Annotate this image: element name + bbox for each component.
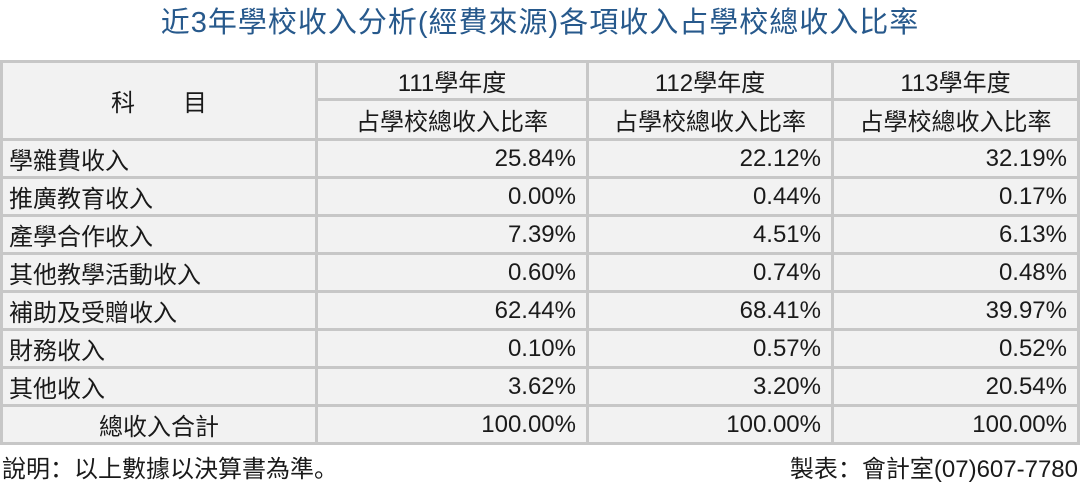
year-header-113: 113學年度	[834, 63, 1077, 98]
sub-header-ratio-112: 占學校總收入比率	[589, 101, 831, 138]
year-header-112: 112學年度	[589, 63, 831, 98]
page-title: 近3年學校收入分析(經費來源)各項收入占學校總收入比率	[160, 7, 920, 39]
sub-header-ratio-113: 占學校總收入比率	[834, 101, 1077, 138]
row-label: 推廣教育收入	[3, 179, 315, 214]
row-value: 0.60%	[318, 255, 586, 290]
row-value: 0.44%	[589, 179, 831, 214]
row-value: 22.12%	[589, 141, 831, 176]
row-label: 財務收入	[3, 331, 315, 366]
table-row: 學雜費收入 25.84% 22.12% 32.19%	[3, 141, 1077, 176]
row-label: 其他教學活動收入	[3, 255, 315, 290]
total-row-value: 100.00%	[318, 407, 586, 442]
row-value: 62.44%	[318, 293, 586, 328]
income-analysis-table: 科 目 111學年度 112學年度 113學年度 占學校總收入比率 占學校總收入…	[0, 60, 1080, 445]
table-row: 產學合作收入 7.39% 4.51% 6.13%	[3, 217, 1077, 252]
table-row: 其他收入 3.62% 3.20% 20.54%	[3, 369, 1077, 404]
row-label: 補助及受贈收入	[3, 293, 315, 328]
row-label: 其他收入	[3, 369, 315, 404]
table-row: 補助及受贈收入 62.44% 68.41% 39.97%	[3, 293, 1077, 328]
table-row: 其他教學活動收入 0.60% 0.74% 0.48%	[3, 255, 1077, 290]
year-header-row: 科 目 111學年度 112學年度 113學年度	[3, 63, 1077, 138]
row-value: 0.74%	[589, 255, 831, 290]
total-row-label: 總收入合計	[3, 407, 315, 442]
row-value: 0.00%	[318, 179, 586, 214]
row-label: 產學合作收入	[3, 217, 315, 252]
total-row-value: 100.00%	[834, 407, 1077, 442]
footer-maker: 製表：會計室(07)607-7780	[789, 456, 1078, 483]
row-value: 0.17%	[834, 179, 1077, 214]
row-label: 學雜費收入	[3, 141, 315, 176]
total-row-value: 100.00%	[589, 407, 831, 442]
subject-column-header: 科 目	[3, 63, 315, 138]
row-value: 4.51%	[589, 217, 831, 252]
row-value: 0.57%	[589, 331, 831, 366]
row-value: 3.62%	[318, 369, 586, 404]
row-value: 68.41%	[589, 293, 831, 328]
row-value: 25.84%	[318, 141, 586, 176]
total-row: 總收入合計 100.00% 100.00% 100.00%	[3, 407, 1077, 442]
footer-note: 說明：以上數據以決算書為準。	[2, 456, 338, 483]
row-value: 0.10%	[318, 331, 586, 366]
table-row: 財務收入 0.10% 0.57% 0.52%	[3, 331, 1077, 366]
year-header-111: 111學年度	[318, 63, 586, 98]
footer: 說明：以上數據以決算書為準。 製表：會計室(07)607-7780	[0, 445, 1080, 484]
row-value: 3.20%	[589, 369, 831, 404]
sub-header-row: 占學校總收入比率 占學校總收入比率 占學校總收入比率	[3, 101, 1077, 138]
row-value: 0.48%	[834, 255, 1077, 290]
row-value: 20.54%	[834, 369, 1077, 404]
row-value: 39.97%	[834, 293, 1077, 328]
row-value: 6.13%	[834, 217, 1077, 252]
row-value: 0.52%	[834, 331, 1077, 366]
table-row: 推廣教育收入 0.00% 0.44% 0.17%	[3, 179, 1077, 214]
row-value: 7.39%	[318, 217, 586, 252]
sub-header-ratio-111: 占學校總收入比率	[318, 101, 586, 138]
row-value: 32.19%	[834, 141, 1077, 176]
